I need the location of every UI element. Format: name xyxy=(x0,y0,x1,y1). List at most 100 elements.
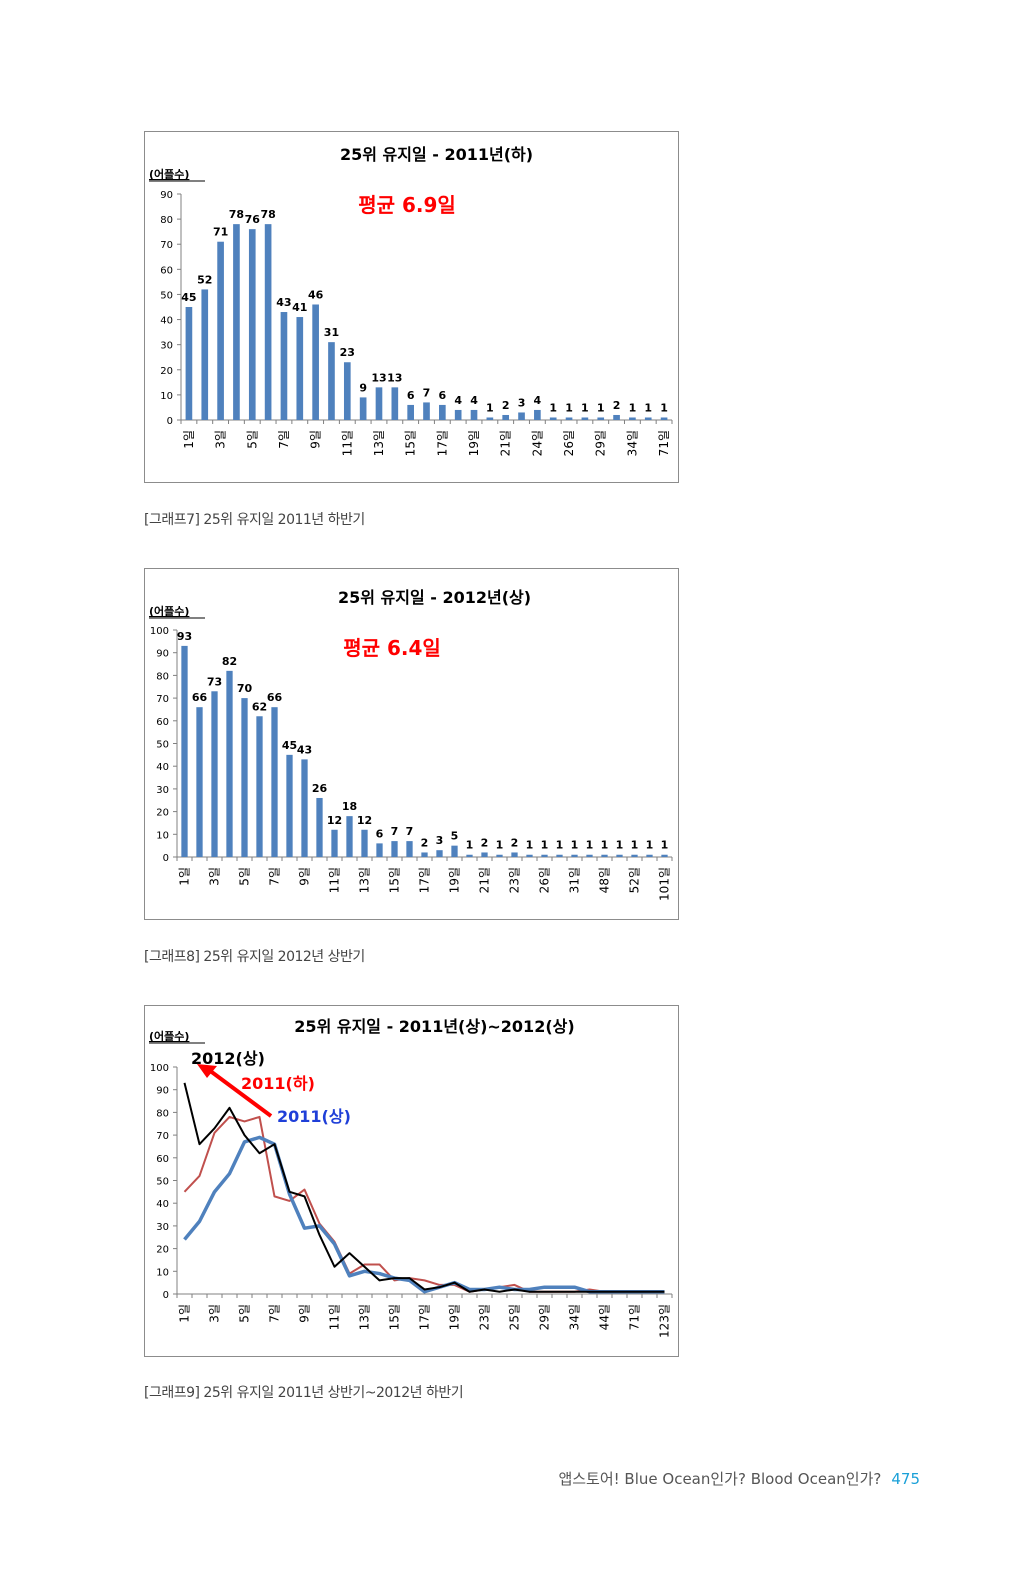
y-tick-label: 0 xyxy=(163,853,169,864)
x-tick-label: 1일 xyxy=(182,430,196,449)
bar xyxy=(496,854,503,857)
x-tick-label: 3일 xyxy=(208,867,222,886)
bar-chart-2012-s: 25위 유지일 - 2012년(상) (어플수) 0 10 20 30 40 50 60 70 80… xyxy=(149,588,673,901)
bar xyxy=(196,707,203,857)
bar xyxy=(301,759,308,857)
x-tick-label: 31일 xyxy=(568,867,582,893)
data-label: 2 xyxy=(502,399,510,412)
x-tick-label: 21일 xyxy=(499,430,513,456)
x-tick-label: 17일 xyxy=(418,1304,432,1330)
caption-graph7: [그래프7] 25위 유지일 2011년 하반기 xyxy=(144,512,365,528)
data-label: 1 xyxy=(466,839,474,852)
x-tick-label: 44일 xyxy=(598,1304,612,1330)
x-tick-label: 19일 xyxy=(448,867,462,893)
x-tick-label: 52일 xyxy=(628,867,642,893)
data-label: 1 xyxy=(660,401,668,414)
bar xyxy=(581,417,589,420)
data-label: 1 xyxy=(661,839,669,852)
y-tick-label: 60 xyxy=(156,1154,169,1165)
bar xyxy=(391,841,398,857)
bar xyxy=(470,409,478,420)
data-label: 1 xyxy=(586,839,594,852)
data-label: 1 xyxy=(616,839,624,852)
bar xyxy=(312,304,319,420)
bar xyxy=(451,845,458,857)
y-axis-label: (어플수) xyxy=(149,1029,189,1043)
x-tick-label: 71일 xyxy=(628,1304,642,1330)
chart-graph7: 25위 유지일 - 2011년(하) (어플수) 0 10 20 30 40 50 60 70 80… xyxy=(144,131,679,483)
average-annotation: 평균 6.4일 xyxy=(343,636,441,660)
data-label: 5 xyxy=(451,830,459,843)
data-label: 1 xyxy=(581,401,589,414)
y-tick-label: 50 xyxy=(156,740,169,751)
y-tick-label: 90 xyxy=(156,649,169,660)
data-label: 3 xyxy=(518,396,526,409)
x-tick-label: 13일 xyxy=(358,867,372,893)
bar xyxy=(346,816,353,857)
bar xyxy=(185,307,193,420)
x-tick-label: 19일 xyxy=(448,1304,462,1330)
chart-graph9: 25위 유지일 - 2011년(상)~2012(상) (어플수) 0 10 20 30 40… xyxy=(144,1005,679,1357)
x-tick-label: 17일 xyxy=(435,430,449,456)
data-label: 93 xyxy=(177,630,192,643)
y-tick-label: 80 xyxy=(156,671,169,682)
y-tick-label: 20 xyxy=(160,366,173,377)
data-label: 2 xyxy=(421,836,429,849)
annotation-arrow-head xyxy=(197,1064,217,1078)
bar xyxy=(256,716,263,857)
data-label: 1 xyxy=(565,401,573,414)
bar xyxy=(296,317,304,420)
bar xyxy=(211,691,218,857)
y-tick-label: 100 xyxy=(150,1063,169,1074)
bar xyxy=(660,417,668,420)
bar xyxy=(248,229,256,420)
data-label: 52 xyxy=(197,273,212,286)
x-tick-label: 7일 xyxy=(268,867,282,886)
x-tick-label: 1일 xyxy=(178,1304,192,1323)
data-label: 82 xyxy=(222,655,237,668)
x-tick-label: 11일 xyxy=(328,867,342,893)
caption-graph9: [그래프9] 25위 유지일 2011년 상반기~2012년 하반기 xyxy=(144,1385,464,1401)
x-tick-label: 7일 xyxy=(277,430,291,449)
bar xyxy=(343,362,351,420)
x-tick-label: 123일 xyxy=(658,1304,672,1338)
x-tick-label: 3일 xyxy=(208,1304,222,1323)
x-tick-label: 7일 xyxy=(268,1304,282,1323)
y-tick-label: 40 xyxy=(156,1199,169,1210)
bar xyxy=(613,414,620,420)
data-label: 6 xyxy=(407,389,415,402)
bar xyxy=(264,224,272,420)
data-label: 78 xyxy=(260,208,275,221)
bar-chart-2011-h: 25위 유지일 - 2011년(하) (어플수) 0 10 20 30 40 50 60 70 80… xyxy=(149,145,673,456)
x-tick-label: 19일 xyxy=(467,430,481,456)
bar xyxy=(421,852,428,857)
y-tick-label: 70 xyxy=(156,694,169,705)
data-label: 23 xyxy=(340,346,355,359)
y-tick-label: 100 xyxy=(150,626,169,637)
y-tick-label: 40 xyxy=(160,316,173,327)
y-axis-label: (어플수) xyxy=(149,604,189,618)
bar xyxy=(646,854,653,857)
x-tick-label: 24일 xyxy=(530,430,544,456)
data-label: 6 xyxy=(376,827,384,840)
x-tick-label: 15일 xyxy=(404,430,418,456)
bar xyxy=(534,409,541,420)
data-label: 1 xyxy=(629,401,637,414)
x-tick-label: 9일 xyxy=(298,867,312,886)
bar xyxy=(556,854,563,857)
y-tick-label: 10 xyxy=(160,391,173,402)
bar xyxy=(316,797,323,857)
x-tick-label: 5일 xyxy=(238,867,252,886)
data-label: 7 xyxy=(391,825,399,838)
y-tick-label: 20 xyxy=(156,808,169,819)
data-label: 2 xyxy=(613,399,621,412)
data-label: 66 xyxy=(267,691,283,704)
x-tick-label: 34일 xyxy=(625,430,639,456)
bar xyxy=(518,412,525,420)
y-tick-label: 30 xyxy=(156,785,169,796)
y-tick-label: 0 xyxy=(163,1290,169,1301)
data-label: 1 xyxy=(571,839,579,852)
y-tick-label: 60 xyxy=(160,265,173,276)
data-label: 71 xyxy=(213,226,228,239)
x-tick-label: 23일 xyxy=(478,1304,492,1330)
